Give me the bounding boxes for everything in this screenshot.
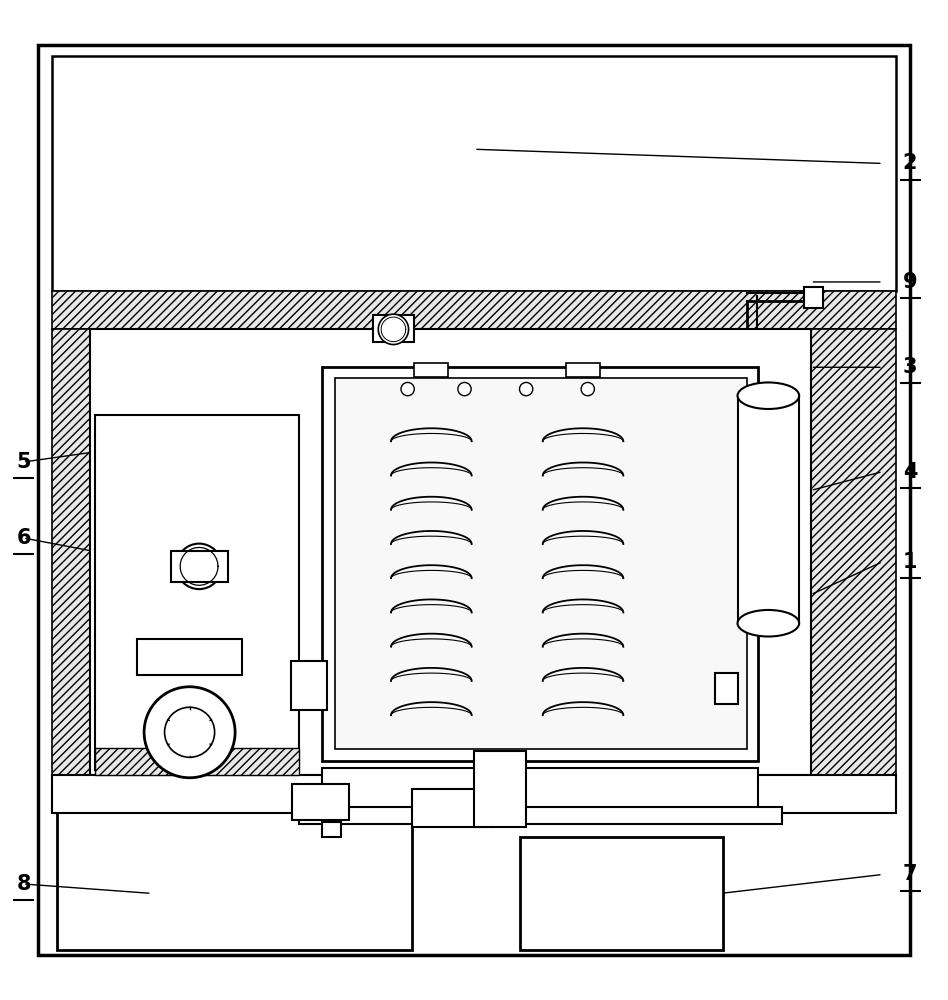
Circle shape [520,382,533,396]
Bar [52,775,896,813]
Bar [414,363,448,377]
Bar [52,775,896,813]
Bar [738,396,799,623]
Ellipse shape [738,382,799,409]
Text: 2: 2 [902,153,918,173]
Text: 9: 9 [902,272,918,292]
Circle shape [401,382,414,396]
Bar [322,822,341,837]
Text: 7: 7 [902,864,918,884]
Bar [291,661,327,710]
Circle shape [176,544,222,589]
Circle shape [165,707,214,757]
Bar [57,810,412,950]
Bar [566,363,600,377]
Bar [95,415,299,770]
Bar [292,784,349,820]
Bar [520,837,723,950]
Bar [474,751,526,827]
Text: 4: 4 [902,462,918,482]
Bar [412,789,493,827]
Bar [715,673,738,704]
Bar [811,329,896,775]
Bar [137,639,242,675]
Circle shape [581,382,594,396]
Bar [52,56,896,291]
Bar [335,378,747,749]
Bar [373,315,414,342]
Bar [322,367,758,761]
Circle shape [458,382,471,396]
Text: 5: 5 [16,452,31,472]
Ellipse shape [738,610,799,637]
Bar [52,329,90,775]
Text: 6: 6 [16,528,31,548]
Text: 3: 3 [902,357,918,377]
Bar [90,329,811,775]
Circle shape [378,314,409,345]
Text: 1: 1 [902,552,918,572]
Bar [299,807,782,824]
Bar [322,768,758,811]
Text: 8: 8 [16,874,31,894]
Bar [171,551,228,582]
Bar [52,291,896,329]
Bar [804,287,823,308]
Circle shape [144,687,235,778]
Bar [95,748,299,775]
